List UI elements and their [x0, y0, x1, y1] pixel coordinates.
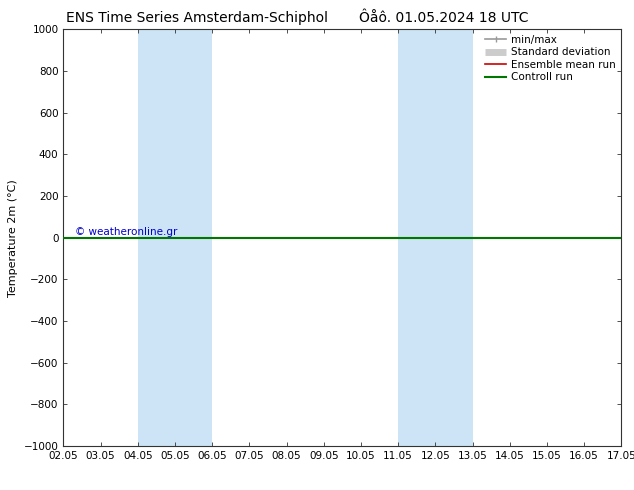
- Text: © weatheronline.gr: © weatheronline.gr: [75, 227, 177, 237]
- Y-axis label: Temperature 2m (°C): Temperature 2m (°C): [8, 179, 18, 296]
- Bar: [398, 29, 472, 446]
- Legend: min/max, Standard deviation, Ensemble mean run, Controll run: min/max, Standard deviation, Ensemble me…: [483, 32, 618, 84]
- Bar: [138, 29, 212, 446]
- Text: ENS Time Series Amsterdam-Schiphol: ENS Time Series Amsterdam-Schiphol: [65, 11, 328, 25]
- Text: Ôåô. 01.05.2024 18 UTC: Ôåô. 01.05.2024 18 UTC: [359, 11, 529, 25]
